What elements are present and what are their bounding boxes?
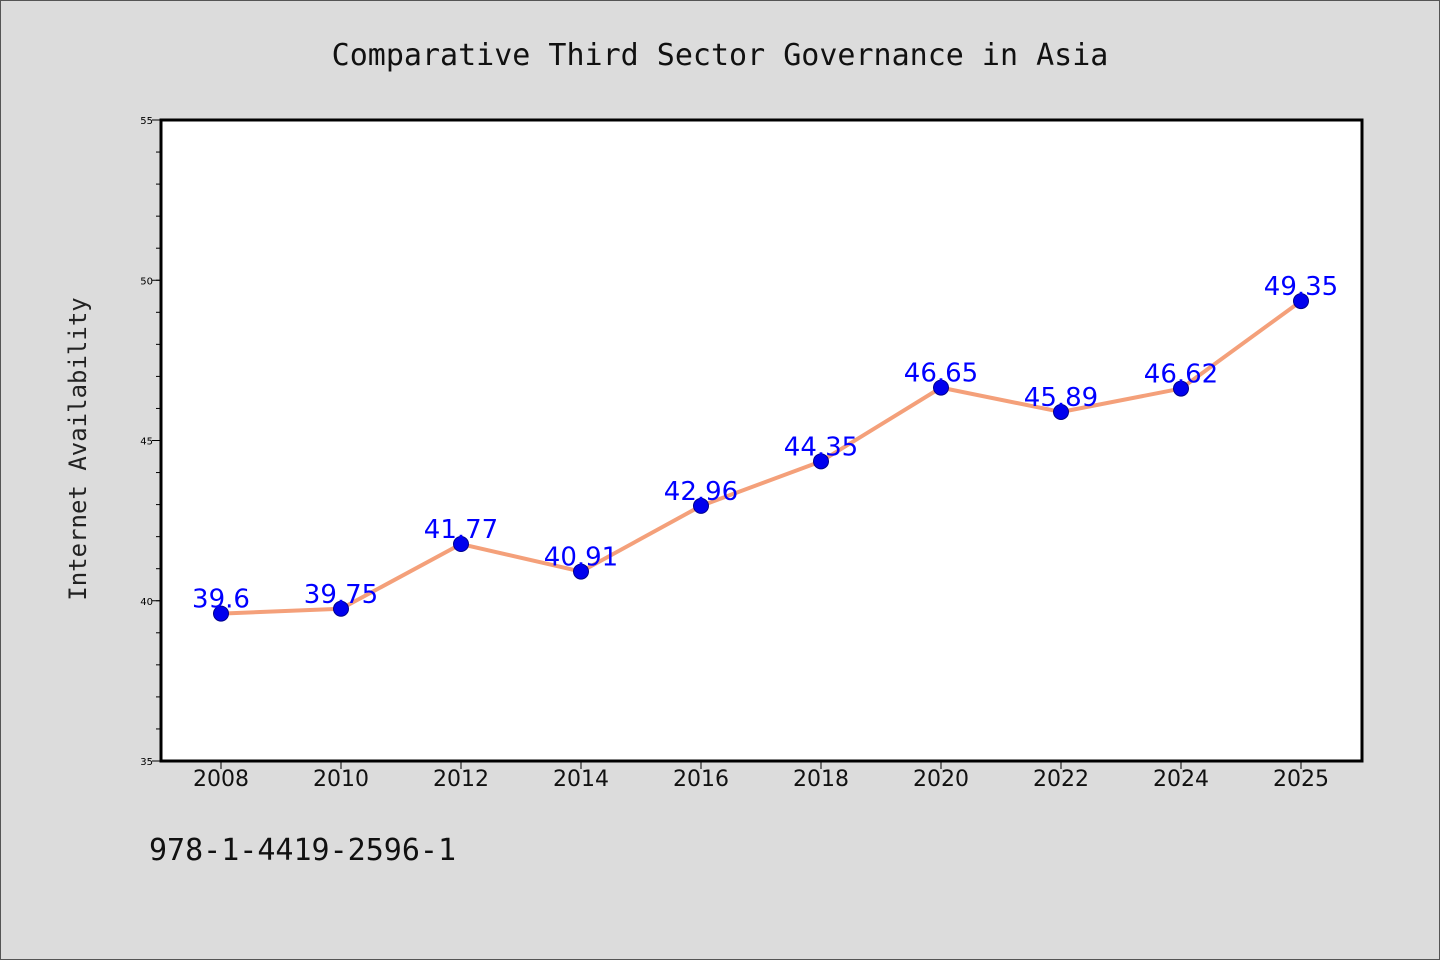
- y-tick-label: 55: [140, 116, 153, 127]
- data-label: 49.35: [1264, 272, 1338, 302]
- data-point: [453, 536, 469, 553]
- y-tick-label: 45: [140, 437, 153, 448]
- data-point: [1053, 403, 1069, 420]
- y-tick-label: 35: [140, 757, 153, 768]
- data-label: 44.35: [784, 432, 858, 462]
- x-tick-label: 2010: [313, 767, 369, 792]
- data-point: [693, 497, 709, 514]
- data-point: [933, 379, 949, 396]
- y-axis-label: Internet Availability: [64, 297, 92, 600]
- x-tick-label: 2025: [1273, 767, 1329, 792]
- data-point: [573, 563, 589, 580]
- data-label: 41.77: [424, 515, 498, 545]
- x-axis-ticks: 2008 2010 2012 2014 2016 2018 2020 2022 2024 2025: [193, 761, 1329, 792]
- data-label: 39.75: [304, 580, 378, 610]
- y-tick-label: 40: [140, 597, 153, 608]
- data-point: [213, 605, 229, 622]
- x-tick-label: 2012: [433, 767, 489, 792]
- footer-code: 978-1-4419-2596-1: [149, 833, 457, 868]
- chart-title: Comparative Third Sector Governance in A…: [332, 38, 1109, 73]
- y-tick-label: 50: [140, 276, 153, 287]
- data-labels: 39.6 39.75 41.77 40.91 42.96 44.35 46.65 45.89 4…: [192, 272, 1338, 614]
- x-tick-label: 2020: [913, 767, 969, 792]
- plot-area: [159, 118, 1364, 763]
- data-label: 40.91: [544, 543, 618, 573]
- data-label: 39.6: [192, 585, 250, 615]
- y-axis-ticks: 35 40 45 50 55: [140, 116, 161, 768]
- x-tick-label: 2014: [553, 767, 609, 792]
- series-line: [220, 299, 1303, 616]
- data-label: 42.96: [664, 477, 738, 507]
- x-tick-label: 2022: [1033, 767, 1089, 792]
- x-tick-label: 2016: [673, 767, 729, 792]
- x-tick-label: 2018: [793, 767, 849, 792]
- x-tick-label: 2024: [1153, 767, 1209, 792]
- x-tick-label: 2008: [193, 767, 249, 792]
- series-markers: [213, 293, 1309, 622]
- data-label: 46.62: [1144, 360, 1218, 390]
- data-point: [333, 600, 349, 617]
- data-label: 45.89: [1024, 383, 1098, 413]
- data-label: 46.65: [904, 359, 978, 389]
- data-point: [1173, 380, 1189, 397]
- data-point: [813, 453, 829, 470]
- data-point: [1293, 293, 1309, 310]
